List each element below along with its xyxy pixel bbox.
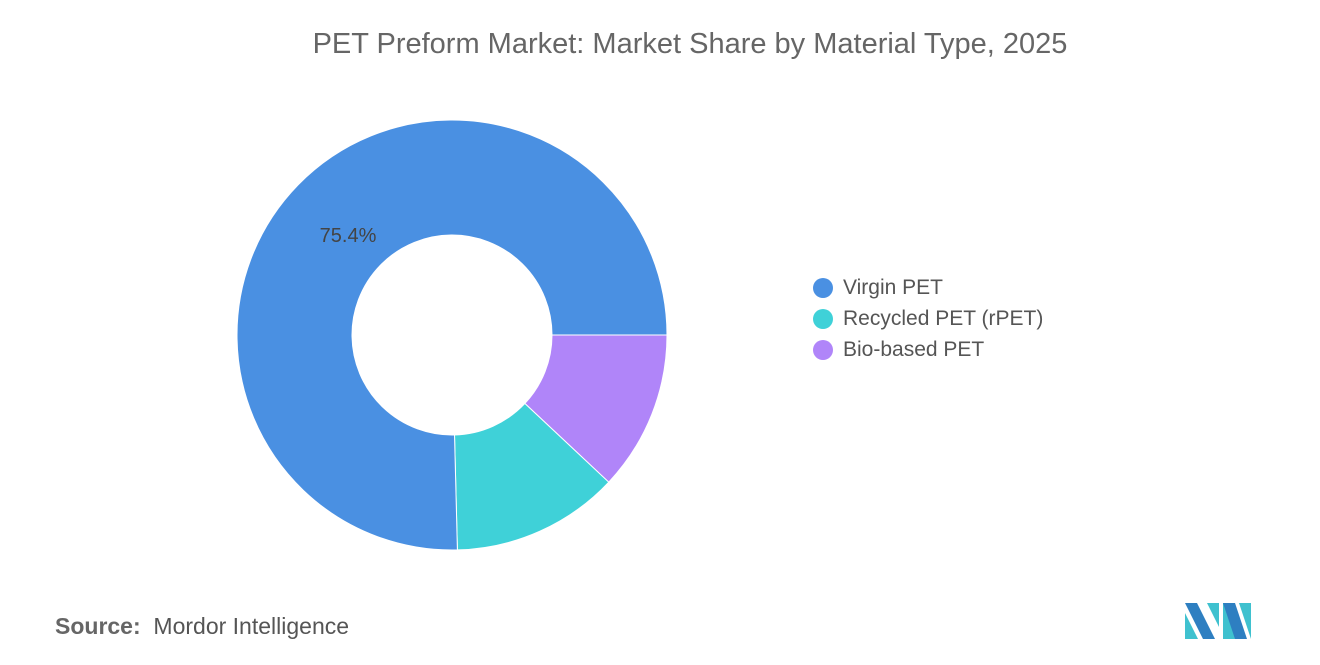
legend-marker xyxy=(813,277,833,298)
legend-item-recycled[interactable]: Recycled PET (rPET) xyxy=(813,303,1043,334)
legend-label: Bio-based PET xyxy=(843,337,985,361)
chart-title: PET Preform Market: Market Share by Mate… xyxy=(312,28,1068,60)
source: Source: Mordor Intelligence xyxy=(55,613,349,640)
legend: Virgin PET Recycled PET (rPET) Bio-based… xyxy=(813,272,1043,365)
source-value: Mordor Intelligence xyxy=(153,613,350,639)
legend-marker xyxy=(813,339,833,360)
legend-label: Recycled PET (rPET) xyxy=(843,306,1044,330)
legend-item-virgin[interactable]: Virgin PET xyxy=(813,272,1043,303)
slice-virgin-pet[interactable] xyxy=(236,119,668,551)
source-label: Source: xyxy=(55,613,141,639)
mordor-intelligence-logo xyxy=(1185,603,1251,639)
donut-chart: 75.4% xyxy=(236,119,668,551)
legend-item-bio[interactable]: Bio-based PET xyxy=(813,334,1043,365)
legend-label: Virgin PET xyxy=(843,275,943,299)
data-label: 75.4% xyxy=(320,225,377,247)
legend-marker xyxy=(813,308,833,329)
